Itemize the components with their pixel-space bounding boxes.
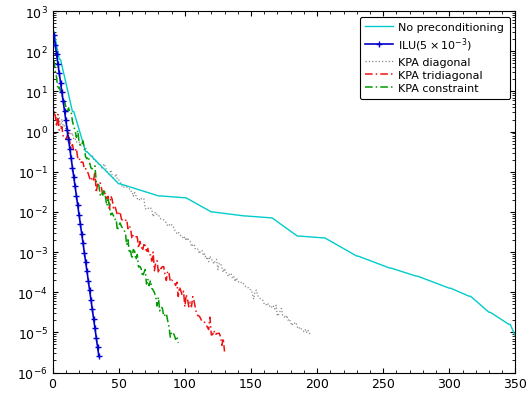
KPA constraint [144,282,150,287]
ILU$(5\times10^{-3})$ [75,203,81,208]
ILU$(5\times10^{-3})$ [96,354,102,359]
KPA tridiagonal [144,251,150,256]
KPA tridiagonal [207,315,213,320]
ILU$(5\times10^{-3})$ [64,128,70,133]
KPA constraint [135,265,141,270]
ILU$(5\times10^{-3})$ [77,222,84,227]
ILU$(5\times10^{-3})$ [81,250,87,255]
ILU$(5\times10^{-3})$ [60,100,66,104]
Line: KPA diagonal: KPA diagonal [54,109,310,335]
KPA diagonal [51,106,57,111]
ILU$(5\times10^{-3})$ [73,194,79,199]
No preconditioning [512,334,519,339]
KPA diagonal [186,239,192,243]
KPA constraint [51,59,57,64]
ILU$(5\times10^{-3})$ [89,307,95,312]
No preconditioning [174,195,180,200]
ILU$(5\times10^{-3})$ [76,213,82,217]
ILU$(5\times10^{-3})$ [56,71,63,76]
No preconditioning [297,234,303,239]
Line: KPA constraint: KPA constraint [54,61,178,343]
ILU$(5\times10^{-3})$ [57,81,64,86]
ILU$(5\times10^{-3})$ [65,137,72,142]
ILU$(5\times10^{-3})$ [84,269,90,274]
KPA constraint [56,85,63,90]
KPA diagonal [119,186,126,191]
Legend: No preconditioning, ILU$(5\times10^{-3})$, KPA diagonal, KPA tridiagonal, KPA co: No preconditioning, ILU$(5\times10^{-3})… [360,18,510,100]
KPA tridiagonal [173,284,179,288]
No preconditioning [323,237,329,242]
KPA diagonal [65,134,72,139]
ILU$(5\times10^{-3})$ [63,119,69,124]
ILU$(5\times10^{-3})$ [59,90,65,95]
ILU$(5\times10^{-3})$ [80,241,86,246]
KPA tridiagonal [51,111,57,116]
KPA tridiagonal [195,313,201,318]
KPA tridiagonal [59,125,65,130]
ILU$(5\times10^{-3})$ [54,53,60,58]
No preconditioning [505,322,512,327]
KPA constraint [73,136,79,141]
ILU$(5\times10^{-3})$ [88,298,94,303]
ILU$(5\times10^{-3})$ [92,326,98,331]
ILU$(5\times10^{-3})$ [85,279,92,284]
ILU$(5\times10^{-3})$ [55,62,61,67]
KPA diagonal [270,304,277,309]
Line: ILU$(5\times10^{-3})$: ILU$(5\times10^{-3})$ [50,33,103,360]
No preconditioning [264,215,270,220]
KPA constraint [142,267,148,272]
ILU$(5\times10^{-3})$ [68,156,74,161]
KPA tridiagonal [200,320,207,325]
ILU$(5\times10^{-3})$ [72,185,78,190]
ILU$(5\times10^{-3})$ [51,34,57,38]
Line: KPA tridiagonal: KPA tridiagonal [54,114,225,352]
KPA diagonal [253,288,259,293]
ILU$(5\times10^{-3})$ [86,288,93,293]
Line: No preconditioning: No preconditioning [54,32,515,337]
ILU$(5\times10^{-3})$ [83,260,89,265]
ILU$(5\times10^{-3})$ [62,109,68,114]
KPA constraint [175,341,181,345]
ILU$(5\times10^{-3})$ [69,166,76,171]
ILU$(5\times10^{-3})$ [90,316,97,321]
KPA constraint [138,267,144,272]
KPA diagonal [307,333,313,337]
No preconditioning [51,30,57,34]
ILU$(5\times10^{-3})$ [52,43,58,48]
ILU$(5\times10^{-3})$ [94,345,100,350]
ILU$(5\times10^{-3})$ [67,147,73,152]
ILU$(5\times10^{-3})$ [93,335,99,340]
KPA diagonal [279,314,286,319]
KPA tridiagonal [221,349,228,354]
No preconditioning [492,313,499,318]
ILU$(5\times10^{-3})$ [78,232,85,237]
ILU$(5\times10^{-3})$ [70,175,77,180]
